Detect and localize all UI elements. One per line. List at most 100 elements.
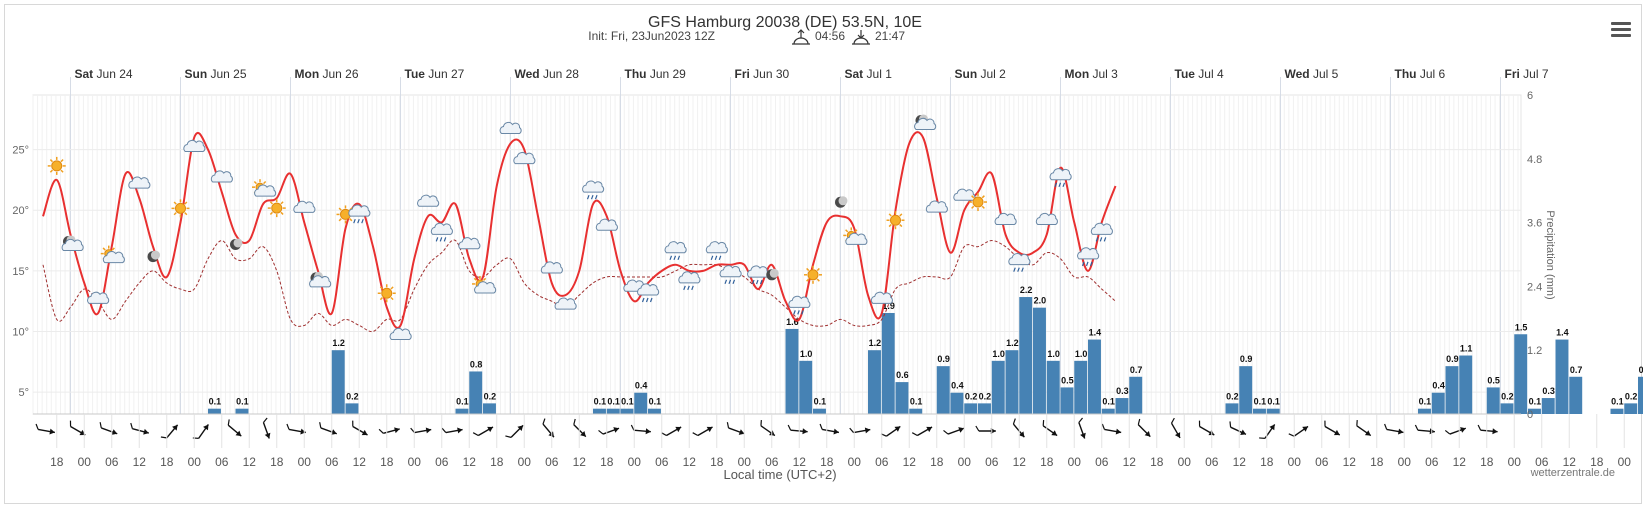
precipitation-bar	[936, 366, 950, 414]
menu-button[interactable]	[1609, 19, 1633, 41]
wind-arrow-icon	[661, 426, 682, 437]
wind-arrow-barb	[760, 419, 762, 426]
wind-arrow-head	[1397, 428, 1404, 435]
dew-point-line	[42, 239, 1116, 333]
precipitation-value-label: 0.7	[1130, 365, 1143, 375]
precipitation-bars: 0.1 0.11.20.20.10.80.20.1 0.1 0.10.40.11.61…	[208, 285, 1643, 414]
wind-arrow-barb	[1414, 424, 1419, 431]
wind-arrow-head	[143, 428, 149, 435]
wind-arrow-head	[1460, 427, 1466, 433]
sun-ray	[806, 267, 810, 272]
hour-tick-label: 06	[1095, 455, 1109, 469]
day-name: Fri	[735, 67, 754, 81]
sun-ray	[379, 296, 384, 301]
wind-arrow-barb	[630, 424, 635, 431]
wind-arrow-icon	[227, 419, 242, 437]
hour-tick-label: 06	[1315, 455, 1329, 469]
cloud-icon	[953, 188, 976, 201]
precipitation-value-label: 0.2	[484, 391, 497, 401]
cloud-rain-icon	[348, 204, 371, 224]
hour-tick-label: 12	[903, 455, 917, 469]
precipitation-value-label: 1.5	[1515, 322, 1528, 332]
rain-drop	[1054, 182, 1058, 187]
precipitation-value-label: 0.7	[1570, 365, 1583, 375]
rain-drop	[586, 194, 590, 200]
cloud-shape	[254, 184, 277, 197]
cloud-shape	[554, 297, 577, 310]
moon-shade	[769, 268, 779, 278]
precipitation-value-label: 0.9	[1240, 354, 1253, 364]
sun-ray	[173, 201, 177, 205]
wind-arrow-head	[1144, 431, 1151, 437]
cloud-shape	[1008, 253, 1031, 266]
wind-arrow-head	[203, 424, 209, 431]
wind-arrow-icon	[192, 424, 209, 439]
sun-ray	[981, 195, 985, 199]
chart-title: GFS Hamburg 20038 (DE) 53.5N, 10E	[648, 14, 922, 31]
wind-arrow-icon	[35, 423, 56, 435]
hour-tick-label: 00	[958, 455, 972, 469]
wind-arrow-barb	[472, 432, 479, 437]
precipitation-value-label: 0.1	[607, 397, 620, 407]
rain-drop	[1062, 182, 1066, 187]
wind-arrow-head	[675, 426, 682, 433]
wind-arrow-head	[79, 429, 86, 436]
rain-drop	[724, 279, 728, 285]
wind-arrow-icon	[1042, 419, 1058, 437]
wind-arrow-barb	[1170, 417, 1175, 424]
day-date: Jun 30	[753, 67, 789, 81]
wind-arrow-head	[580, 431, 586, 437]
wind-arrow-barb	[69, 420, 72, 427]
cloud-rain-icon	[1008, 253, 1031, 272]
precipitation-value-label: 1.0	[1047, 349, 1060, 359]
rain-drop	[645, 297, 649, 303]
day-date: Jul 4	[1198, 67, 1224, 81]
precipitation-value-label: 0.2	[1226, 391, 1239, 401]
wind-arrow-head	[1429, 428, 1435, 435]
sun-icon	[969, 193, 987, 212]
precipitation-bar	[978, 403, 991, 414]
precipitation-bar	[1266, 408, 1280, 414]
wind-arrow-icon	[1078, 417, 1086, 439]
precipitation-bar	[1074, 360, 1088, 414]
precipitation-bar	[345, 403, 359, 414]
precipitation-bar	[1088, 339, 1101, 414]
day-label: Thu Jun 29	[625, 67, 687, 81]
precipitation-value-label: 0.1	[1419, 397, 1432, 407]
sun-disc	[807, 269, 819, 281]
hour-tick-label: 18	[380, 455, 394, 469]
hour-tick-label: 06	[215, 455, 229, 469]
hour-tick-label: 06	[545, 455, 559, 469]
wind-arrow-head	[425, 427, 432, 434]
hamburger-menu-icon	[1611, 22, 1631, 25]
wind-arrow-barb	[441, 427, 447, 433]
precipitation-bar	[331, 350, 345, 414]
hour-tick-label: 18	[1150, 455, 1164, 469]
cloud-icon	[458, 237, 481, 250]
rain-drop	[435, 237, 439, 242]
precipitation-bar	[1514, 334, 1528, 414]
sun-icon	[47, 156, 66, 175]
precipitation-value-label: 1.2	[332, 338, 345, 348]
hour-tick-label: 12	[1453, 455, 1467, 469]
cloud-icon	[595, 218, 618, 231]
hour-tick-label: 12	[683, 455, 697, 469]
precipitation-bar	[1445, 366, 1459, 414]
wind-arrow-icon	[911, 426, 933, 437]
precipitation-value-label: 0.3	[1116, 386, 1129, 396]
hour-tick-label: 18	[1590, 455, 1604, 469]
moon-icon	[835, 196, 848, 208]
wind-arrow-icon	[630, 424, 651, 435]
day-label: Fri Jun 30	[735, 67, 790, 81]
wind-arrow-head	[1269, 424, 1275, 431]
sun-ray	[899, 213, 903, 217]
wind-arrow-head	[548, 431, 554, 438]
wind-arrow-barb	[227, 419, 230, 426]
cloud-rain-icon	[719, 265, 742, 285]
moon-cloud-icon	[309, 271, 332, 288]
precipitation-value-label: 1.2	[869, 338, 882, 348]
wind-arrow-head	[235, 430, 242, 437]
precipitation-bar	[1459, 355, 1473, 414]
wind-arrow-icon	[598, 427, 620, 435]
rain-drop	[1095, 237, 1099, 242]
